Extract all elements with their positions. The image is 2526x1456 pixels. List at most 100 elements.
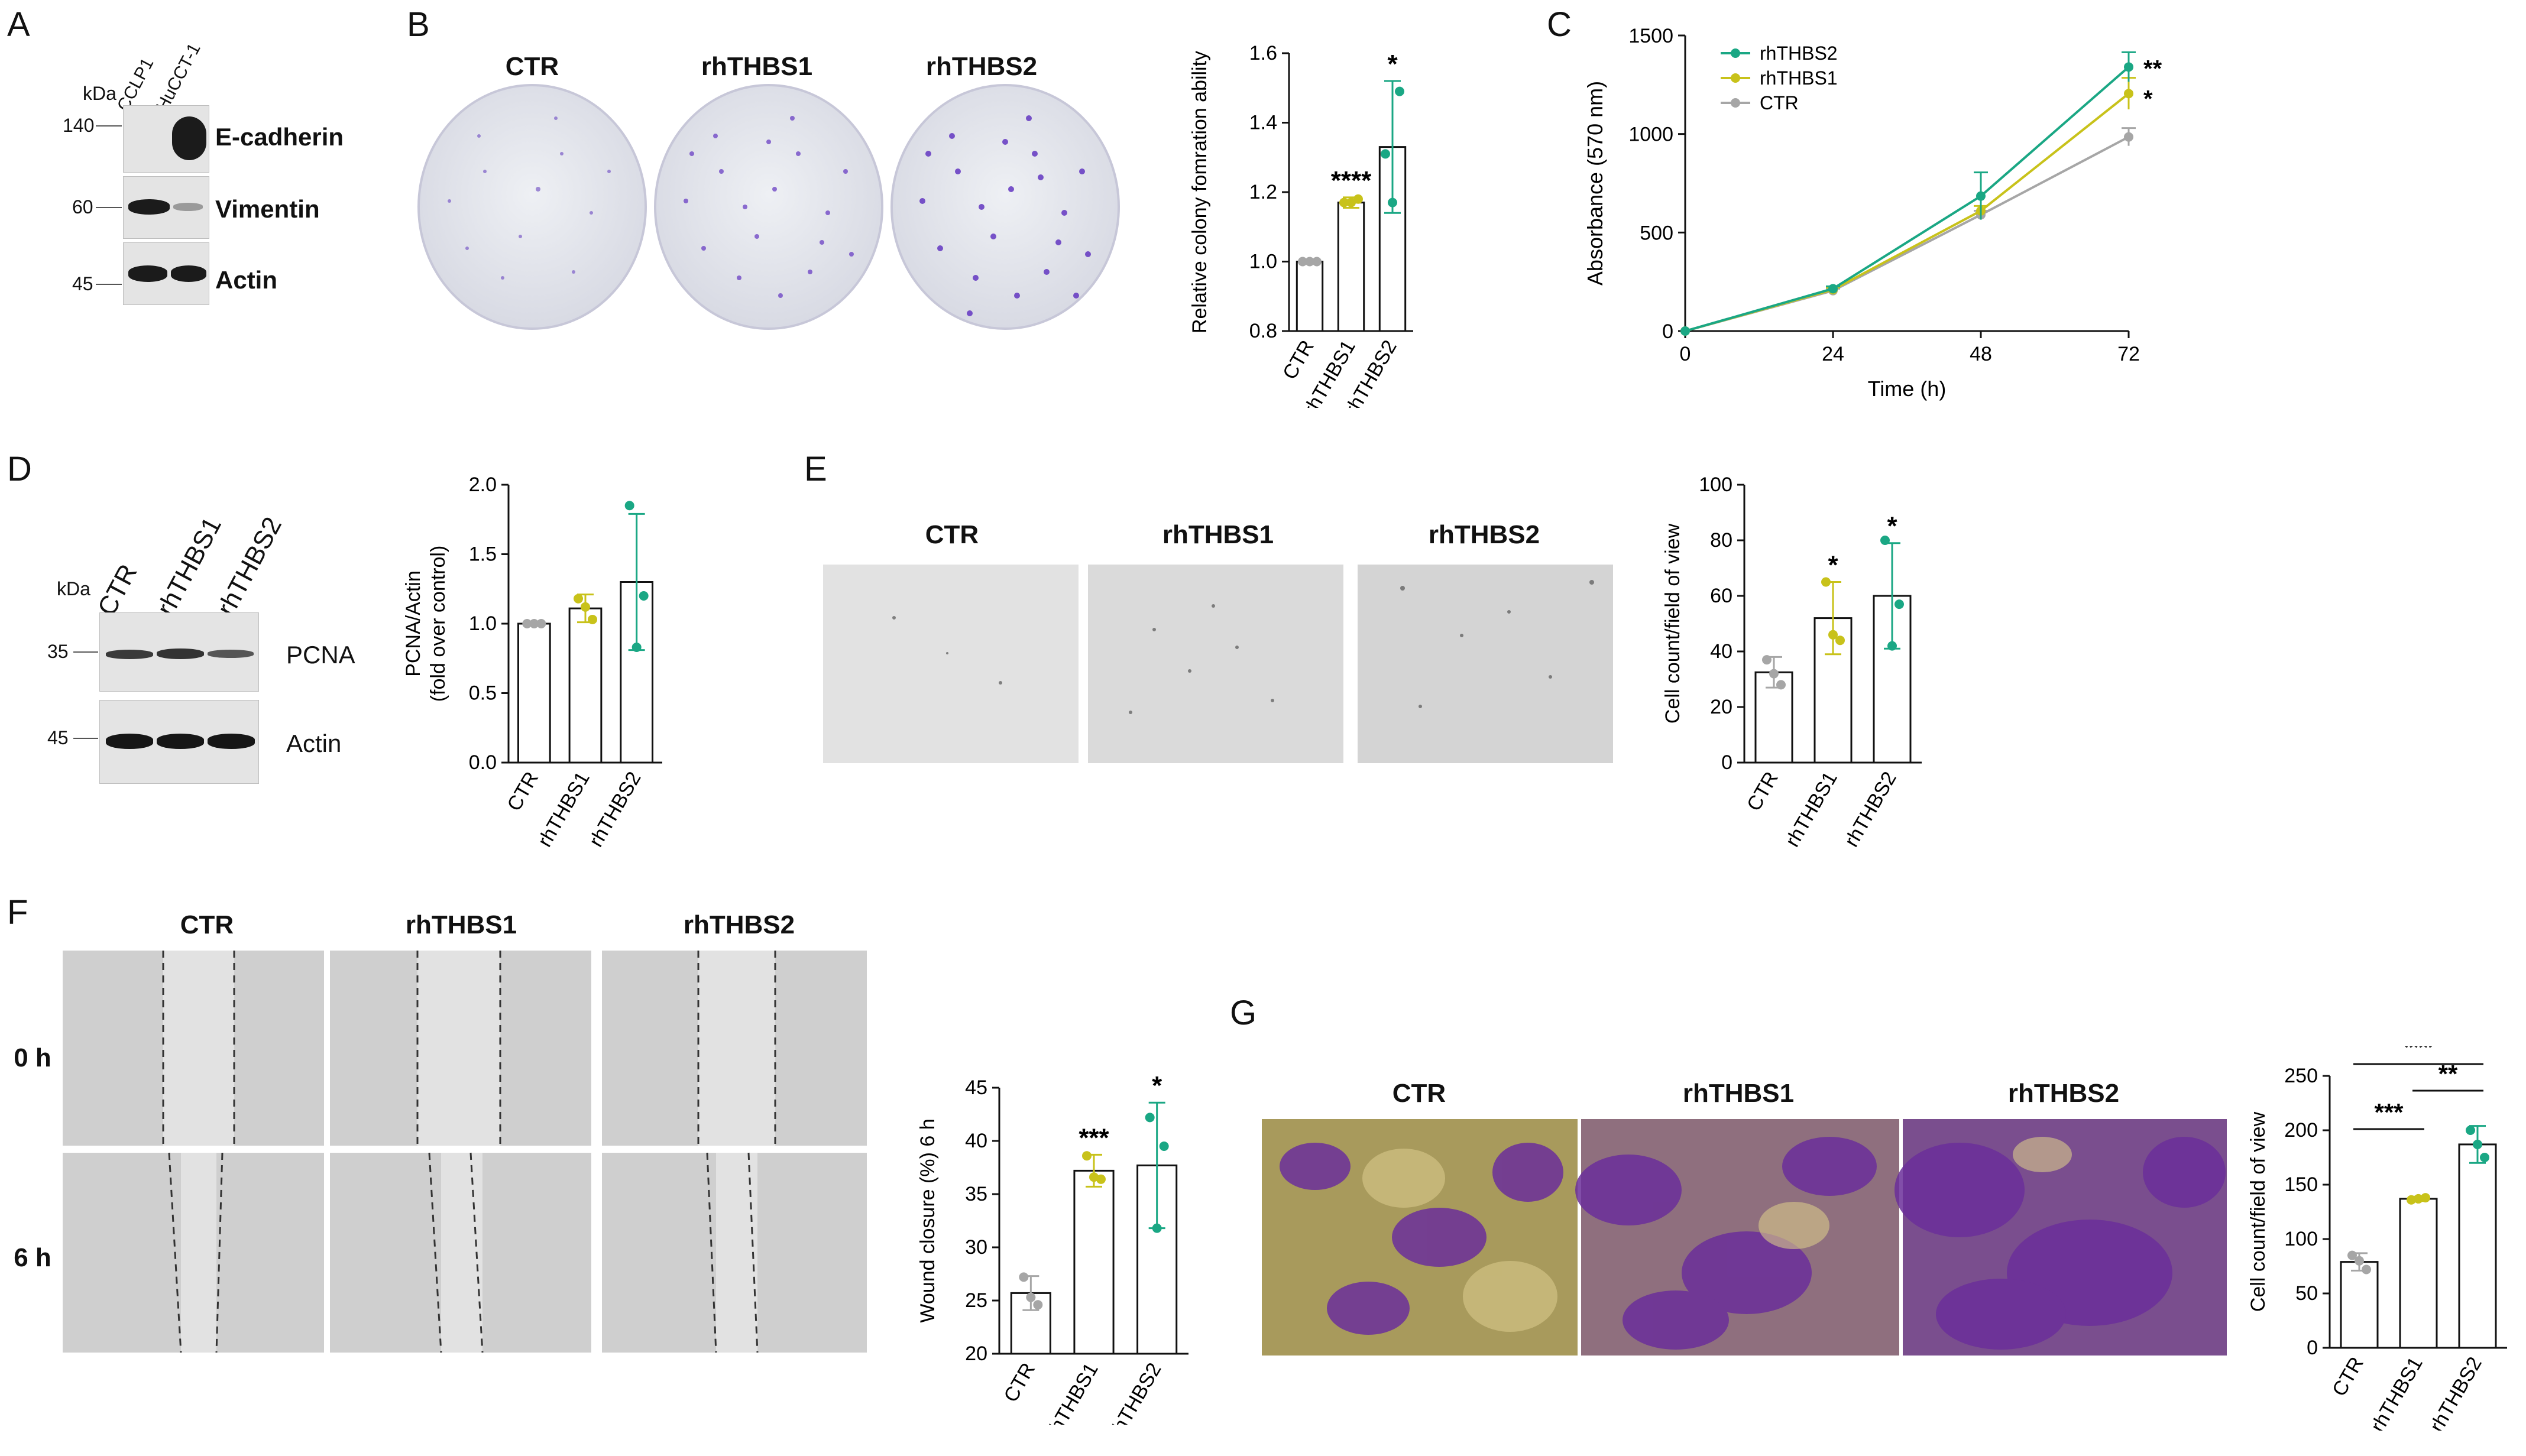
band-label-pcna: PCNA [286, 641, 355, 669]
blot-strip-ecadherin [123, 105, 209, 173]
band-label-actin: Actin [215, 266, 277, 294]
data-point [1887, 641, 1897, 651]
marker-tick [96, 207, 122, 208]
significance-label: * [1828, 551, 1838, 580]
x-tick-label-ctr: CTR [999, 1359, 1039, 1406]
data-point [1395, 86, 1404, 96]
colony-plate-ctr [417, 84, 647, 330]
y-tick-label: 250 [2284, 1065, 2318, 1087]
x-tick-label-rhthbs2: rhTHBS2 [2425, 1353, 2486, 1431]
col-label-e-thbs1: rhTHBS1 [1162, 520, 1274, 549]
x-tick-label-rhthbs1: rhTHBS1 [1042, 1359, 1103, 1425]
band-ecadherin-hucct1 [172, 116, 206, 160]
data-point [1305, 257, 1314, 267]
y-tick-label: 1.2 [1249, 181, 1277, 203]
significance-label: * [1387, 50, 1398, 79]
band-label-ecadherin: E-cadherin [215, 123, 344, 151]
band-actin-hucct1 [171, 265, 206, 282]
kda-label-a: kDa [83, 83, 116, 104]
y-tick-label: 20 [965, 1342, 987, 1365]
y-tick-label: 100 [2284, 1228, 2318, 1250]
y-tick-label: 1.0 [469, 612, 497, 635]
data-point [1312, 257, 1322, 267]
significance-label: **** [1331, 166, 1372, 195]
significance-label: *** [2374, 1098, 2404, 1126]
panel-letter-b: B [407, 5, 430, 44]
data-point [1388, 197, 1397, 207]
data-point [1159, 1142, 1169, 1151]
col-label-b-thbs2: rhTHBS2 [925, 52, 1038, 81]
panel-letter-e: E [804, 450, 827, 488]
band-vimentin-hucct1 [173, 203, 203, 211]
data-point [1026, 1292, 1036, 1302]
colony-plate-thbs1 [654, 84, 883, 330]
data-point [1894, 599, 1904, 609]
x-tick-label-rhthbs2: rhTHBS2 [1105, 1359, 1166, 1425]
data-point [1821, 577, 1831, 587]
legend-label-ctr: CTR [1760, 92, 1799, 114]
data-point [2466, 1126, 2475, 1135]
significance-label: * [2143, 86, 2153, 112]
marker-tick [73, 651, 98, 653]
x-axis-label: Time (h) [1868, 377, 1947, 401]
data-point [2355, 1256, 2364, 1266]
col-label-e-thbs2: rhTHBS2 [1428, 520, 1540, 549]
bar-rhthbs2 [2458, 1143, 2497, 1349]
data-point [1033, 1300, 1043, 1310]
data-point [624, 501, 634, 511]
col-label-e-ctr: CTR [925, 520, 979, 549]
migration-image-thbs1 [1088, 565, 1343, 763]
x-tick-label-ctr: CTR [2328, 1353, 2368, 1400]
marker-35: 35 [47, 641, 69, 662]
colony-plate-images [417, 84, 1120, 330]
band-actin-thbs1 [157, 734, 204, 749]
marker-140: 140 [63, 115, 95, 136]
data-point [2124, 89, 2133, 99]
data-point [1019, 1272, 1029, 1282]
y-tick-label: 60 [1710, 585, 1732, 607]
col-label-g-thbs1: rhTHBS1 [1682, 1079, 1795, 1108]
y-tick-label: 500 [1640, 222, 1673, 244]
data-point [2473, 1139, 2482, 1149]
legend-marker [1731, 73, 1740, 83]
data-point [1082, 1151, 1092, 1161]
significance-label: *** [1079, 1123, 1109, 1152]
migration-image-thbs2 [1358, 565, 1613, 763]
y-tick-label: 200 [2284, 1119, 2318, 1142]
panel-letter-g: G [1230, 994, 1257, 1032]
y-axis-label: Relative colony fomration ability [1188, 51, 1211, 333]
y-tick-label: 35 [965, 1183, 987, 1205]
data-point [1835, 635, 1845, 646]
panel-letter-d: D [7, 450, 32, 488]
data-point [2347, 1250, 2357, 1260]
panel-letter-a: A [7, 5, 30, 44]
series-line-rhthbs2 [1685, 66, 2130, 332]
y-axis-label: Cell count/field of view [2247, 1111, 2269, 1312]
bar-rhthbs1 [2399, 1198, 2438, 1349]
y-tick-label: 100 [1699, 474, 1732, 496]
y-tick-label: 30 [965, 1236, 987, 1259]
chart-f: 20 25 30 35 40 45 CTR rhTHBS1 *** rhTHBS2 * Wound c… [917, 1071, 1188, 1425]
marker-tick [73, 738, 98, 739]
significance-label: * [1152, 1071, 1162, 1100]
col-label-f-thbs1: rhTHBS1 [405, 910, 517, 939]
blot-strip-pcna [99, 612, 259, 692]
data-point [1828, 630, 1838, 640]
x-tick-label: 0 [1680, 343, 1691, 365]
series-line-rhthbs1 [1685, 92, 2130, 332]
data-point [2407, 1195, 2416, 1205]
y-tick-label: 25 [965, 1289, 987, 1312]
y-axis-label: Absorbance (570 nm) [1583, 81, 1607, 286]
invasion-images [1262, 1119, 2227, 1356]
y-axis-label: Cell count/field of view [1662, 523, 1684, 724]
x-tick-label: 48 [1970, 343, 1992, 365]
col-label-b-thbs1: rhTHBS1 [701, 52, 813, 81]
migration-images [823, 565, 1613, 763]
data-point [1762, 655, 1772, 665]
data-point [2124, 62, 2133, 72]
kda-label-d: kDa [57, 578, 90, 599]
bar-ctr [1296, 261, 1324, 332]
data-point [1346, 197, 1356, 207]
col-label-f-thbs2: rhTHBS2 [683, 910, 795, 939]
